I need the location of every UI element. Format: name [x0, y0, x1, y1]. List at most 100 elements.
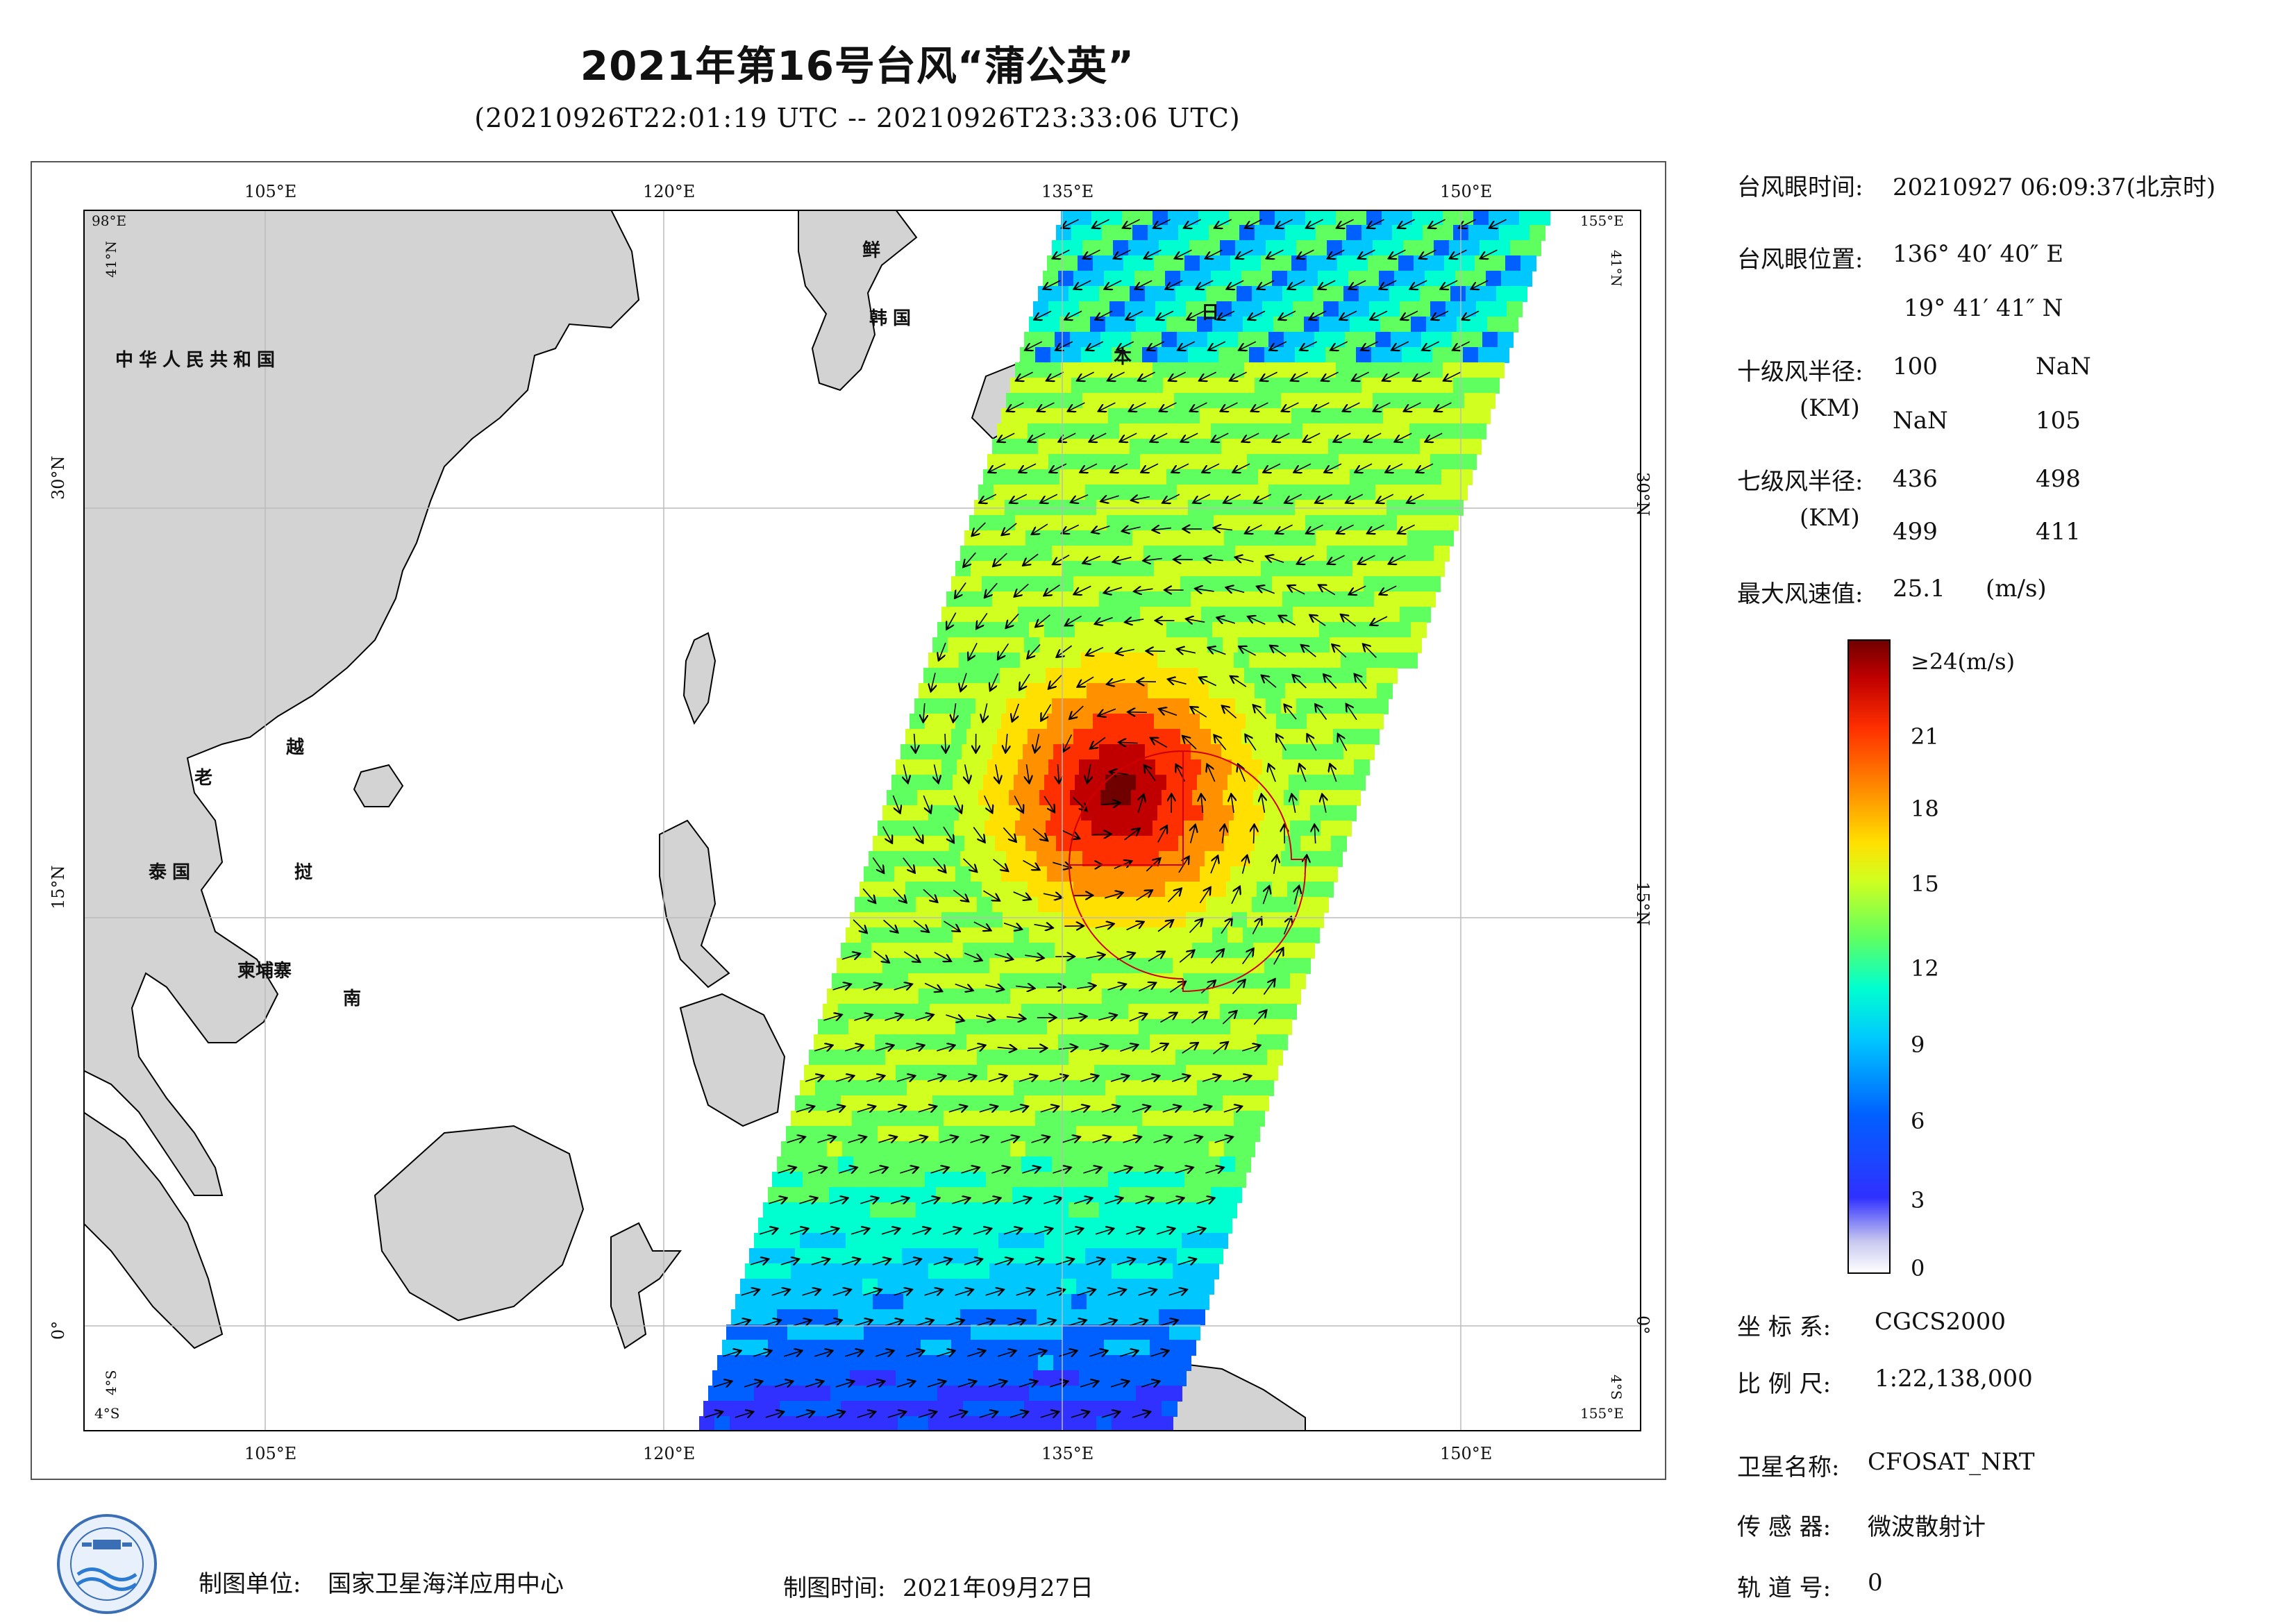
wind-cell: [873, 836, 889, 852]
wind-cell: [1166, 1080, 1182, 1096]
wind-cell: [1300, 683, 1316, 699]
wind-cell: [936, 1340, 952, 1356]
wind-arrow: [1273, 949, 1283, 965]
wind-cell: [1289, 317, 1305, 333]
wind-cell: [1284, 332, 1300, 348]
wind-arrow: [936, 1351, 954, 1356]
wind-cell: [823, 1157, 839, 1172]
wind-cell: [1146, 332, 1162, 348]
wind-cell: [1239, 1141, 1255, 1157]
wind-arrow: [1160, 1014, 1177, 1023]
wind-cell: [804, 1370, 820, 1386]
wind-cell: [844, 1034, 860, 1050]
wind-arrow: [1304, 432, 1321, 442]
wind-cell: [1131, 332, 1147, 348]
wind-cell: [1132, 1141, 1148, 1157]
wind-cell: [1220, 393, 1236, 409]
wind-cell: [959, 1263, 975, 1279]
country-label: 泰国: [149, 862, 196, 883]
wind-cell: [1470, 271, 1486, 287]
wind-cell: [919, 836, 935, 852]
wind-cell: [1183, 210, 1199, 226]
corner-label: 155°E: [1580, 1405, 1624, 1422]
wind-cell: [1273, 775, 1289, 791]
wind-cell: [1243, 1080, 1259, 1096]
wind-arrow: [1365, 432, 1382, 442]
wind-cell: [917, 943, 933, 959]
wind-cell: [1304, 622, 1320, 638]
wind-arrow: [1264, 463, 1281, 472]
wind-cell: [1016, 408, 1032, 424]
wind-cell: [778, 1355, 794, 1371]
wind-cell: [1134, 1340, 1150, 1356]
wind-cell: [916, 1202, 932, 1218]
wind-cell: [1010, 1294, 1026, 1310]
wind-cell: [1062, 1325, 1078, 1340]
wind-cell: [1312, 546, 1327, 562]
wind-cell: [1084, 1202, 1100, 1218]
production-time-label: 制图时间:: [783, 1574, 886, 1602]
wind-cell: [960, 546, 976, 562]
wind-cell: [1464, 240, 1480, 256]
wind-cell: [1032, 714, 1048, 730]
wind-cell: [1059, 1080, 1075, 1096]
wind-cell: [1184, 1325, 1200, 1340]
wind-arrow: [1038, 402, 1055, 411]
wind-cell: [878, 821, 894, 836]
wind-cell: [1123, 1172, 1139, 1188]
wind-cell: [1232, 912, 1248, 928]
wind-cell: [1081, 347, 1097, 363]
scale-label: 比 例 尺:: [1737, 1370, 1832, 1398]
wind-arrow: [915, 1015, 932, 1020]
wind-cell: [1296, 546, 1312, 562]
wind-arrow: [1223, 1107, 1241, 1112]
wind-cell: [1001, 1172, 1017, 1188]
wind-cell: [887, 1248, 903, 1264]
wind-arrow: [996, 764, 999, 782]
wind-cell: [1033, 1218, 1049, 1234]
wind-cell: [1383, 408, 1399, 424]
wind-cell: [907, 1080, 923, 1096]
wind-cell: [1114, 1050, 1130, 1066]
wind-cell: [1262, 301, 1278, 317]
wind-arrow: [1148, 341, 1165, 350]
wind-arrow: [1273, 432, 1290, 442]
wind-arrow: [1025, 955, 1043, 958]
wind-arrow: [1135, 589, 1153, 591]
wind-cell: [1140, 1370, 1156, 1386]
wind-cell: [1252, 1050, 1268, 1066]
wind-cell: [1193, 530, 1209, 546]
wind-cell: [855, 897, 871, 913]
wind-arrow: [882, 826, 892, 843]
wind-cell: [1365, 317, 1381, 333]
wind-arrow: [1166, 280, 1183, 289]
wind-cell: [1298, 591, 1314, 607]
wind-arrow: [887, 1107, 905, 1112]
wind-cell: [928, 1111, 944, 1127]
wind-cell: [1223, 790, 1239, 806]
wind-cell: [1350, 775, 1366, 791]
wind-cell: [882, 958, 898, 974]
wind-cell: [867, 958, 883, 974]
wind-cell: [847, 1126, 863, 1142]
wind-cell: [903, 1294, 919, 1310]
wind-cell: [1153, 362, 1168, 378]
wind-cell: [1166, 1233, 1182, 1249]
wind-cell: [997, 576, 1013, 592]
wind-cell: [1125, 454, 1141, 470]
wind-cell: [964, 836, 980, 852]
wind-cell: [1038, 286, 1054, 302]
wind-cell: [1427, 362, 1443, 378]
wind-cell: [1015, 1279, 1031, 1295]
wind-cell: [1053, 897, 1069, 913]
wind-cell: [1504, 210, 1520, 226]
wind-cell: [955, 714, 971, 730]
wind-cell: [913, 1416, 929, 1431]
wind-cell: [1121, 1233, 1137, 1249]
wind-cell: [1093, 255, 1109, 271]
wind-arrow: [1121, 432, 1137, 442]
wind-arrow: [780, 1259, 798, 1265]
typhoon-wind-map[interactable]: [83, 210, 1641, 1431]
wind-cell: [1089, 1034, 1105, 1050]
wind-cell: [934, 989, 950, 1004]
